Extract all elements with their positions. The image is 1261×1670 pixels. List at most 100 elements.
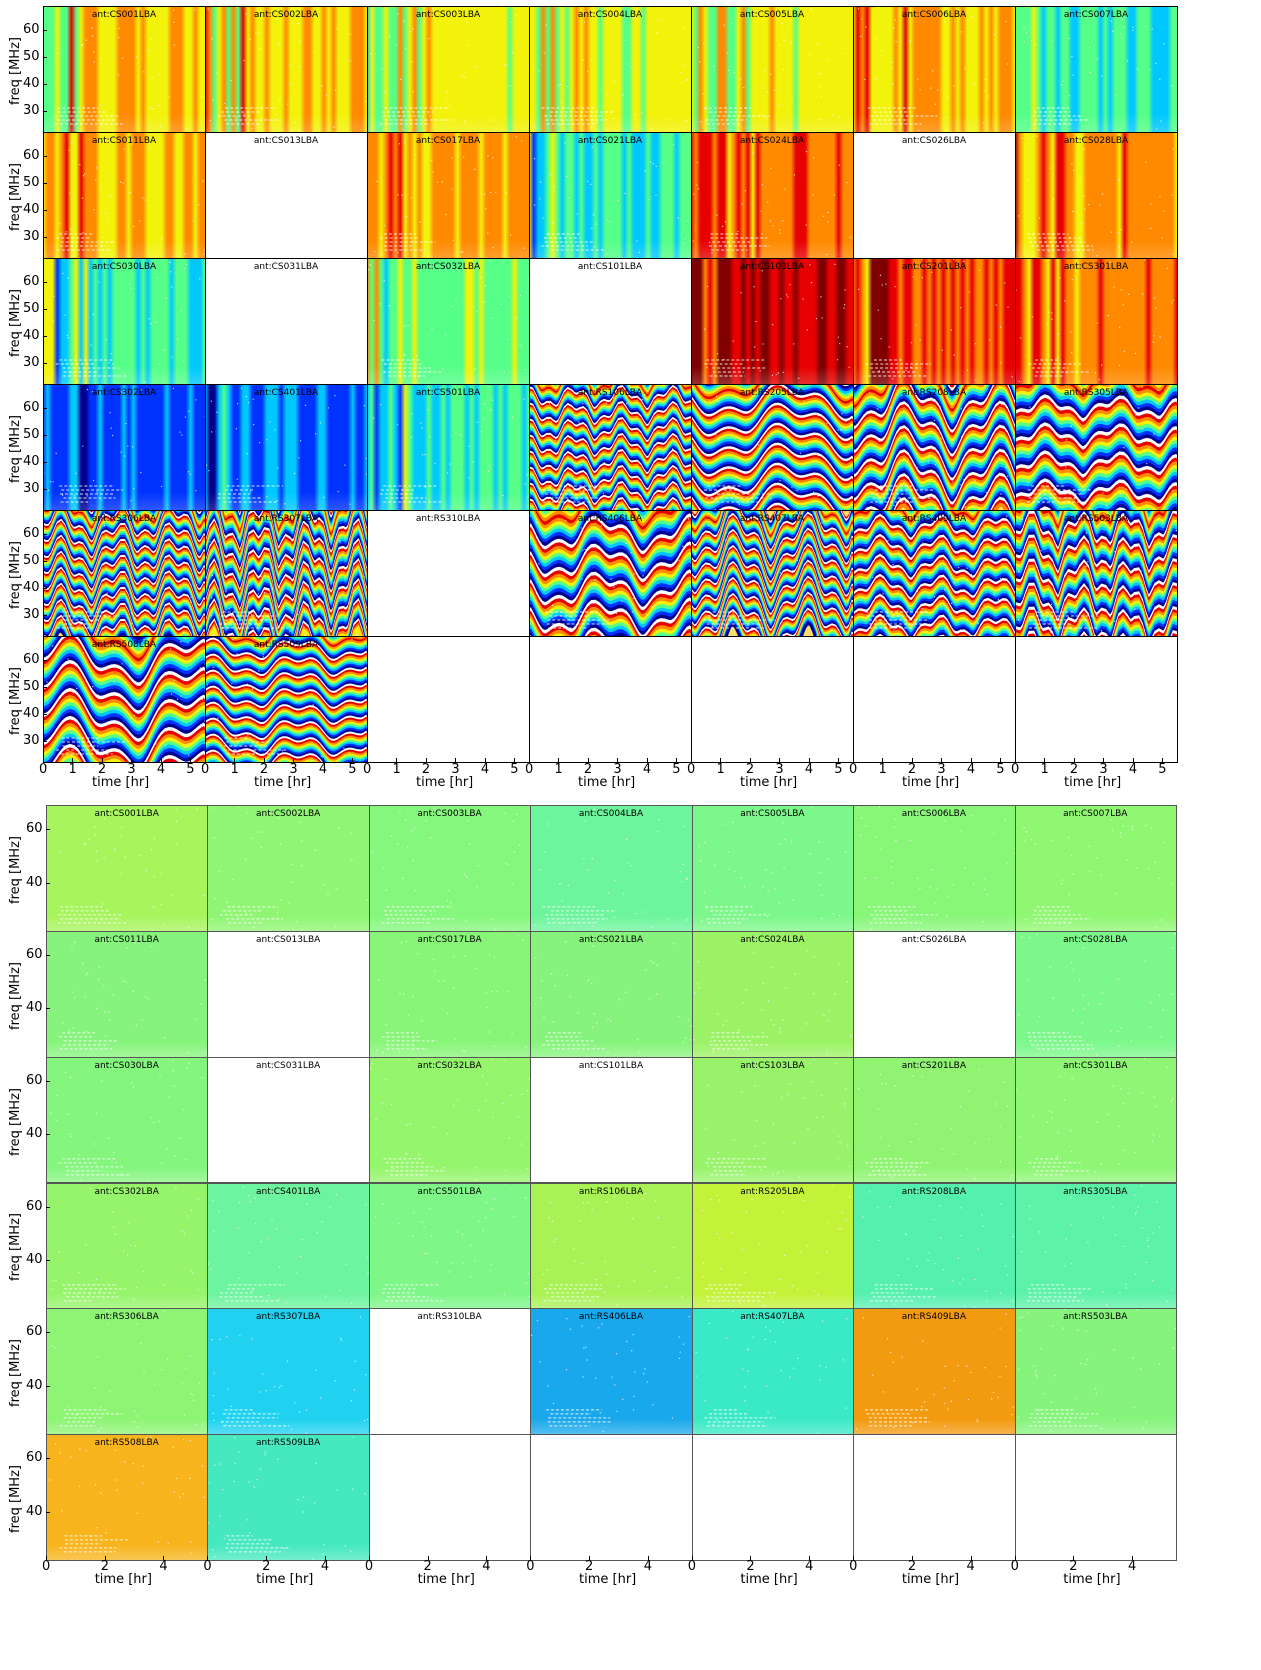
rfi-flag-overlay (46, 1308, 204, 1433)
y-tick (46, 1008, 50, 1010)
spectrogram-panel: ant:CS302LBA (46, 1182, 208, 1309)
y-tick-label: 60 (23, 652, 40, 668)
y-axis-label: freq [MHz] (8, 835, 23, 904)
y-tick-label: 40 (23, 201, 40, 217)
empty-panel (691, 1434, 854, 1560)
x-tick-label: 4 (642, 762, 652, 777)
rfi-flag-overlay (46, 1186, 208, 1309)
x-tick (101, 758, 103, 762)
x-tick-label: 4 (643, 1559, 652, 1574)
spectrogram-panel: ant:CS006LBA (853, 805, 1015, 931)
x-tick-label: 2 (262, 1559, 271, 1574)
spectrogram-panel: ant:RS310LBA (368, 1308, 531, 1435)
y-tick (43, 236, 47, 238)
spectrogram-panel: ant:RS407LBA (691, 510, 853, 636)
phase-wrap-pattern (853, 384, 1015, 510)
antenna-label: ant:CS005LBA (739, 10, 805, 20)
y-tick-label: 50 (23, 48, 40, 64)
antenna-label: ant:CS001LBA (91, 10, 157, 20)
empty-panel (367, 636, 529, 762)
y-tick-label: 40 (23, 579, 40, 595)
antenna-label: ant:RS208LBA (901, 388, 967, 398)
y-tick (43, 488, 47, 490)
rfi-flag-overlay (698, 805, 847, 924)
rfi-flag-overlay (530, 510, 690, 635)
y-tick-label: 30 (23, 228, 40, 244)
spectrogram-panel: ant:CS032LBA (368, 1056, 531, 1183)
x-tick-label: 0 (1011, 762, 1020, 777)
rfi-flag-overlay (207, 6, 367, 132)
antenna-label: ant:CS013LBA (255, 934, 321, 945)
spectrogram-panel: ant:RS407LBA (691, 1308, 854, 1435)
x-tick (529, 758, 530, 762)
antenna-label: ant:RS503LBA (1063, 1312, 1128, 1323)
antenna-label: ant:CS101LBA (578, 1060, 644, 1071)
y-tick (43, 686, 47, 688)
y-tick-label: 40 (23, 453, 40, 469)
y-axis-label: freq [MHz] (8, 1339, 23, 1408)
y-tick-label: 50 (23, 300, 40, 316)
y-tick-label: 60 (26, 821, 43, 837)
antenna-label: ant:RS409LBA (901, 514, 967, 524)
x-tick-label: 2 (421, 762, 431, 777)
x-tick (396, 758, 398, 762)
antenna-label: ant:CS021LBA (578, 934, 644, 945)
antenna-label: ant:CS103LBA (739, 262, 805, 272)
rfi-flag-overlay (371, 807, 531, 931)
spectrogram-panel: ant:CS004LBA (530, 805, 692, 931)
empty-panel (691, 636, 853, 762)
y-tick-label: 60 (26, 1198, 43, 1214)
spectrogram-panel: ant:CS028LBA (1015, 132, 1177, 258)
spectrogram-panel: ant:RS106LBA (529, 384, 691, 510)
x-tick (486, 1556, 488, 1560)
antenna-label: ant:CS201LBA (901, 262, 967, 272)
x-tick-label: 3 (451, 762, 460, 777)
x-tick-label: 0 (364, 1559, 374, 1574)
y-tick-label: 30 (23, 606, 40, 622)
x-tick-label: 1 (68, 762, 77, 777)
rfi-flag-overlay (692, 151, 853, 258)
x-tick (779, 758, 781, 762)
spectrogram-panel: ant:RS310LBA (367, 510, 529, 636)
y-axis-label: freq [MHz] (8, 37, 23, 105)
spectrogram-panel: ant:RS208LBA (853, 1182, 1015, 1309)
x-tick (853, 758, 854, 762)
y-tick (46, 1206, 50, 1208)
antenna-label: ant:RS407LBA (739, 514, 805, 524)
rfi-flag-overlay (693, 949, 854, 1057)
x-tick (941, 758, 943, 762)
rfi-flag-overlay (43, 9, 203, 132)
rfi-flag-overlay (543, 1182, 692, 1309)
spectrogram-panel: ant:CS001LBA (46, 805, 208, 931)
spectrogram-panel: ant:RS406LBA (529, 510, 691, 636)
x-axis-label: time [hr] (902, 775, 960, 790)
x-tick-label: 5 (186, 762, 195, 777)
antenna-label: ant:CS006LBA (901, 809, 966, 819)
spectrogram-panel: ant:RS305LBA (1014, 1182, 1176, 1309)
spectrogram-panel: ant:CS201LBA (853, 258, 1015, 384)
antenna-label: ant:CS002LBA (255, 809, 321, 819)
x-tick-label: 3 (775, 762, 784, 777)
x-tick (455, 758, 457, 762)
x-tick (1103, 758, 1105, 762)
spectrogram-panel: ant:CS401LBA (207, 1182, 369, 1309)
y-tick (43, 434, 47, 436)
x-tick (1015, 758, 1016, 762)
y-tick-label: 50 (23, 426, 40, 442)
y-axis-label: freq [MHz] (8, 961, 23, 1030)
antenna-label: ant:CS004LBA (578, 809, 644, 819)
rfi-flag-overlay (46, 638, 205, 762)
x-tick (1073, 758, 1075, 762)
antenna-label: ant:RS407LBA (740, 1312, 805, 1323)
rfi-flag-overlay (1014, 808, 1172, 929)
spectrogram-panel: ant:CS013LBA (207, 930, 369, 1057)
spectrogram-panel: ant:CS002LBA (207, 805, 369, 931)
x-tick (970, 1556, 972, 1560)
x-tick (263, 758, 265, 762)
spectrogram-panel: ant:CS103LBA (691, 1056, 854, 1183)
x-tick-label: 0 (201, 762, 210, 777)
x-tick-label: 0 (687, 1559, 696, 1574)
x-tick-label: 4 (966, 1559, 975, 1574)
x-tick (1073, 1556, 1075, 1560)
phase-wrap-pattern (43, 510, 205, 636)
